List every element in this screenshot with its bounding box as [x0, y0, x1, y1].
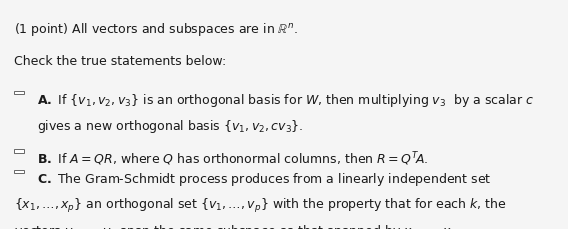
Text: gives a new orthogonal basis $\{v_1, v_2, cv_3\}$.: gives a new orthogonal basis $\{v_1, v_2…: [37, 118, 303, 135]
Bar: [14, 149, 24, 153]
Text: $\mathbf{A.}$ If $\{v_1, v_2, v_3\}$ is an orthogonal basis for $W$, then multip: $\mathbf{A.}$ If $\{v_1, v_2, v_3\}$ is …: [37, 92, 534, 109]
Bar: [14, 91, 24, 94]
Text: (1 point) All vectors and subspaces are in $\mathbb{R}^n$.: (1 point) All vectors and subspaces are …: [14, 21, 298, 38]
Text: $\mathbf{C.}$ The Gram-Schmidt process produces from a linearly independent set: $\mathbf{C.}$ The Gram-Schmidt process p…: [37, 171, 491, 188]
Text: Check the true statements below:: Check the true statements below:: [14, 55, 227, 68]
Text: vectors $v_1, \ldots, v_k$ span the same subspace as that spanned by $x_1, \ldot: vectors $v_1, \ldots, v_k$ span the same…: [14, 223, 460, 229]
Text: $\mathbf{B.}$ If $A = QR$, where $Q$ has orthonormal columns, then $R = Q^T\!A$.: $\mathbf{B.}$ If $A = QR$, where $Q$ has…: [37, 150, 428, 168]
Text: $\{x_1, \ldots, x_p\}$ an orthogonal set $\{v_1, \ldots, v_p\}$ with the propert: $\{x_1, \ldots, x_p\}$ an orthogonal set…: [14, 197, 507, 215]
Bar: [14, 170, 24, 173]
